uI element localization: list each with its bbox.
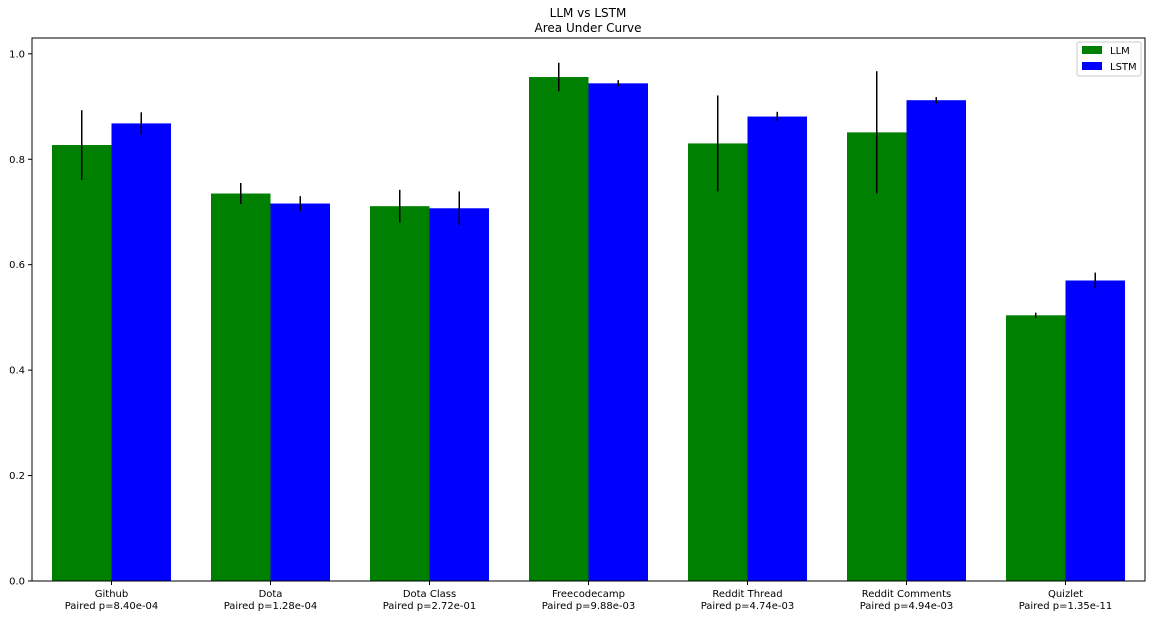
x-tick-label: Dota Class — [403, 589, 456, 600]
bar-lstm — [588, 83, 648, 582]
legend-swatch-llm — [1082, 46, 1102, 54]
bar-llm — [211, 193, 271, 582]
x-tick-pvalue-label: Paired p=2.72e-01 — [383, 601, 477, 612]
legend-swatch-lstm — [1082, 62, 1102, 70]
bar-llm — [688, 143, 748, 581]
x-tick-label: Reddit Comments — [862, 589, 951, 600]
y-tick-label: 0.6 — [9, 260, 25, 271]
x-tick-label: Github — [95, 589, 128, 600]
bar-llm — [529, 77, 589, 581]
bar-lstm — [1065, 280, 1125, 581]
y-tick-label: 1.0 — [9, 49, 25, 60]
bar-lstm — [906, 100, 966, 581]
x-tick-label: Dota — [259, 589, 283, 600]
bar-lstm — [747, 116, 807, 582]
bar-llm — [1006, 315, 1066, 581]
legend: LLM LSTM — [1076, 41, 1142, 77]
x-tick-label: Quizlet — [1048, 589, 1083, 600]
y-tick-label: 0.2 — [9, 471, 25, 482]
bar-llm — [370, 206, 430, 581]
chart-title: LLM vs LSTM — [550, 6, 627, 20]
chart-subtitle: Area Under Curve — [535, 21, 642, 35]
bar-llm — [847, 132, 907, 581]
x-tick-pvalue-label: Paired p=8.40e-04 — [65, 601, 159, 612]
legend-label-llm: LLM — [1110, 46, 1130, 57]
bar-lstm — [111, 123, 171, 582]
y-tick-label: 0.0 — [9, 577, 25, 588]
legend-label-lstm: LSTM — [1110, 62, 1137, 73]
x-tick-pvalue-label: Paired p=1.28e-04 — [224, 601, 318, 612]
x-tick-label: Reddit Thread — [712, 589, 782, 600]
x-tick-pvalue-label: Paired p=4.94e-03 — [860, 601, 954, 612]
y-tick-label: 0.4 — [9, 366, 25, 377]
x-tick-pvalue-label: Paired p=9.88e-03 — [542, 601, 636, 612]
y-tick-label: 0.8 — [9, 155, 25, 166]
x-tick-pvalue-label: Paired p=4.74e-03 — [701, 601, 795, 612]
bar-lstm — [270, 203, 330, 581]
bar-lstm — [429, 208, 489, 581]
bar-llm — [52, 145, 112, 582]
plot-frame — [31, 37, 1146, 582]
x-tick-pvalue-label: Paired p=1.35e-11 — [1019, 601, 1113, 612]
x-tick-label: Freecodecamp — [552, 589, 625, 600]
